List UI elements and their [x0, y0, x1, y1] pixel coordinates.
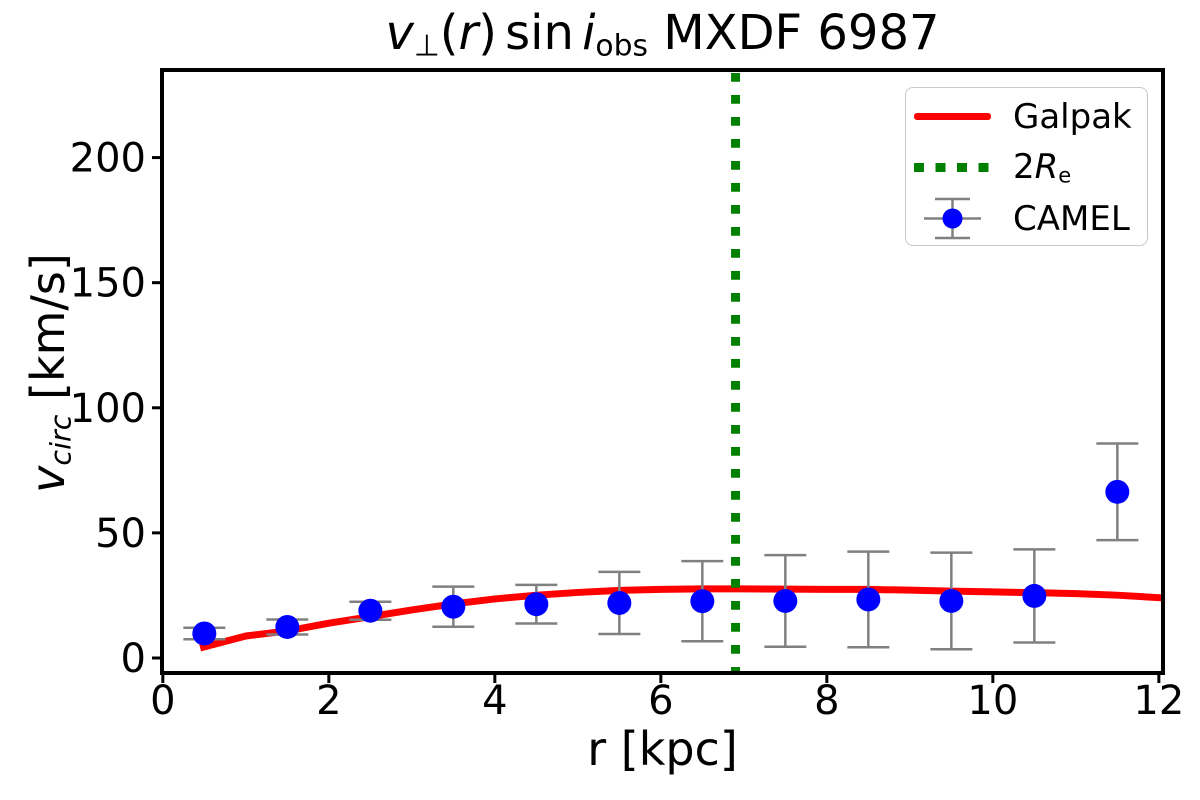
camel-point [607, 590, 632, 615]
galpak-line-group [199, 585, 1164, 652]
x-tick-label: 2 [316, 678, 341, 724]
camel-point [939, 588, 964, 613]
camel-point [192, 621, 217, 646]
legend-item-re: 2Re [906, 142, 1147, 193]
camel-points-group [192, 479, 1130, 646]
camel-point [1105, 479, 1130, 504]
y-tick-label: 100 [70, 386, 146, 432]
y-tick-label: 200 [70, 136, 146, 182]
title-open-paren: ( [439, 5, 459, 61]
y-axis-ticks: 0 50 100 150 200 [70, 136, 160, 682]
y-axis-label: vcirc [km/s] [21, 173, 77, 573]
x-axis-label: r [kpc] [587, 722, 738, 776]
camel-point [1022, 583, 1047, 608]
camel-point [441, 594, 466, 619]
camel-point [524, 592, 549, 617]
title-perp-subscript: ⊥ [413, 28, 440, 64]
red-line-icon [914, 113, 991, 120]
camel-marker-swatch [914, 193, 991, 244]
legend-camel-marker [942, 208, 963, 229]
legend-label-camel: CAMEL [1013, 198, 1130, 239]
legend-item-camel: CAMEL [906, 193, 1147, 244]
ylabel-v: v [21, 465, 75, 493]
re-R: R [1034, 147, 1059, 188]
title-close-paren: ) [478, 5, 497, 61]
y-tick-label: 150 [70, 261, 146, 307]
galpak-line-swatch [914, 113, 991, 120]
camel-point [358, 598, 383, 623]
title-sin: sin [505, 5, 574, 61]
legend: Galpak 2Re CAMEL [905, 87, 1148, 246]
camel-errorbars-group [183, 442, 1139, 651]
x-tick-label: 12 [1133, 678, 1184, 724]
x-axis-ticks: 0 2 4 6 8 10 12 [150, 675, 1184, 724]
legend-label-galpak: Galpak [1013, 96, 1132, 137]
green-dotted-line-icon [914, 163, 991, 172]
camel-point [856, 587, 881, 612]
title-r: r [458, 5, 479, 61]
chart-title: v⊥(r) sin iobs MXDF 6987 [162, 5, 1163, 64]
x-tick-label: 0 [150, 678, 175, 724]
re-dotted-swatch [914, 163, 991, 172]
ylabel-circ-subscript: circ [44, 414, 78, 466]
camel-point [773, 588, 798, 613]
x-tick-label: 4 [482, 678, 507, 724]
camel-point [275, 614, 300, 639]
plot-border [160, 68, 1165, 675]
re-prefix: 2 [1013, 147, 1035, 188]
re-subscript: e [1058, 162, 1072, 188]
title-suffix: MXDF 6987 [663, 5, 940, 61]
legend-item-galpak: Galpak [906, 91, 1147, 142]
camel-point [690, 589, 715, 614]
y-tick-label: 50 [95, 511, 146, 557]
x-tick-label: 10 [967, 678, 1018, 724]
title-obs-subscript: obs [595, 28, 648, 64]
x-tick-label: 8 [814, 678, 839, 724]
ylabel-units: [km/s] [21, 253, 75, 415]
title-v: v [385, 5, 414, 61]
galpak-line [199, 585, 1164, 652]
y-tick-label: 0 [121, 636, 146, 682]
x-tick-label: 6 [648, 678, 673, 724]
errorbar-marker-icon [924, 197, 981, 240]
title-i: i [582, 5, 596, 61]
legend-label-re: 2Re [1013, 147, 1071, 188]
